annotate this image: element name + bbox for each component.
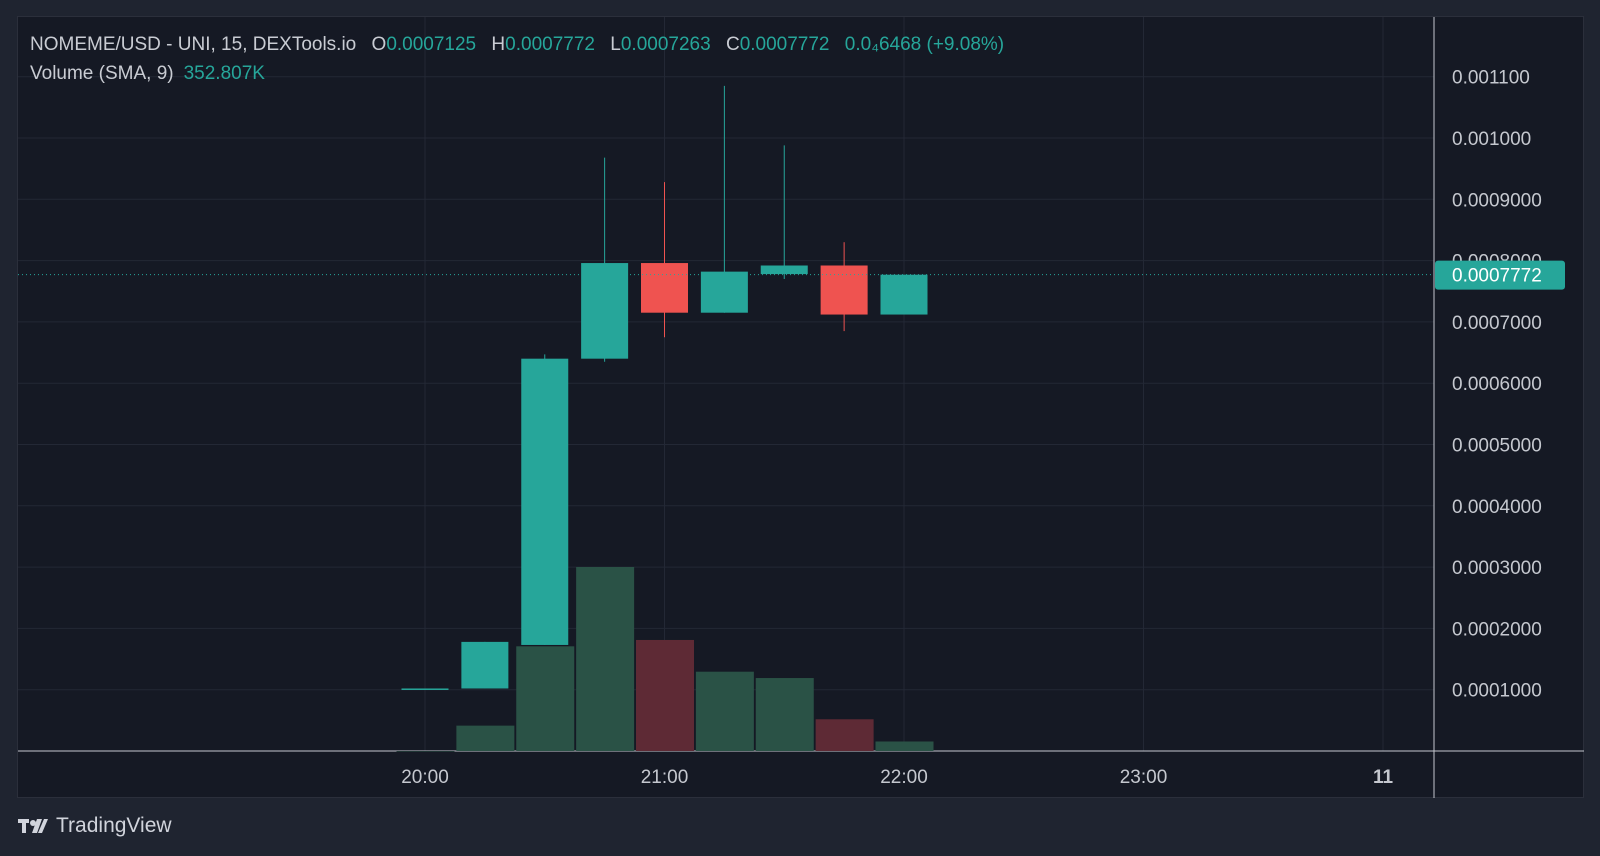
volume-bar [576, 567, 635, 751]
volume-bar [815, 719, 874, 751]
change-value: 0.0₄6468 (+9.08%) [844, 34, 1005, 55]
price-axis-tick-label: 0.0004000 [1452, 497, 1542, 518]
last-price-badge [1435, 260, 1565, 290]
open-label: O [371, 34, 387, 55]
volume-value: 352.807K [183, 63, 265, 84]
volume-bar [695, 671, 754, 751]
candle-body [880, 274, 928, 315]
volume-bar [516, 646, 575, 751]
price-axis-tick-label: 0.0009000 [1452, 190, 1542, 211]
high-label: H [491, 34, 506, 55]
time-axis-tick-label: 20:00 [401, 767, 449, 788]
volume-label[interactable]: Volume (SMA, 9) [30, 63, 174, 84]
tradingview-brand[interactable]: TradingView [18, 814, 172, 838]
price-axis-tick-label: 0.0006000 [1452, 374, 1542, 395]
ohlc-row: NOMEME/USD - UNI, 15, DEXTools.io O0.000… [30, 30, 1004, 59]
volume-bar [636, 639, 694, 751]
candle-body [700, 271, 748, 313]
low-label: L [610, 34, 621, 55]
price-axis-tick-label: 0.0007000 [1452, 313, 1542, 334]
volume-bar [396, 751, 455, 752]
time-axis-tick-label: 11 [1373, 767, 1394, 788]
symbol-label[interactable]: NOMEME/USD - UNI, 15, DEXTools.io [30, 34, 357, 55]
chart-frame[interactable] [17, 16, 1584, 798]
price-axis-tick-label: 0.0002000 [1452, 619, 1542, 640]
volume-row: Volume (SMA, 9) 352.807K [30, 59, 1004, 88]
candle-body [461, 641, 509, 689]
chart-legend: NOMEME/USD - UNI, 15, DEXTools.io O0.000… [30, 30, 1004, 88]
close-label: C [725, 34, 740, 55]
volume-bar [456, 725, 515, 751]
price-axis-tick-label: 0.0005000 [1452, 436, 1542, 457]
candle-body [581, 263, 629, 359]
time-axis-tick-label: 21:00 [641, 767, 689, 788]
candle-body [521, 358, 569, 645]
time-axis-tick-label: 23:00 [1120, 767, 1168, 788]
candle-body [641, 263, 688, 313]
close-value: 0.0007772 [739, 34, 830, 55]
price-axis-tick-label: 0.0003000 [1452, 558, 1542, 579]
low-value: 0.0007263 [620, 34, 711, 55]
tradingview-logo-icon [18, 819, 48, 833]
price-axis-tick-label: 0.001000 [1452, 129, 1531, 150]
time-axis-tick-label: 22:00 [880, 767, 928, 788]
open-value: 0.0007125 [386, 34, 477, 55]
candle-body [760, 265, 808, 275]
brand-name: TradingView [56, 814, 172, 837]
volume-bar [875, 741, 934, 751]
volume-bar [755, 678, 814, 751]
high-value: 0.0007772 [505, 34, 595, 55]
candle-body [401, 688, 449, 690]
last-price-label: 0.0007772 [1452, 266, 1542, 287]
candle-body [820, 265, 868, 315]
price-axis-tick-label: 0.0001000 [1452, 681, 1542, 702]
price-axis-tick-label: 0.001100 [1452, 68, 1530, 89]
